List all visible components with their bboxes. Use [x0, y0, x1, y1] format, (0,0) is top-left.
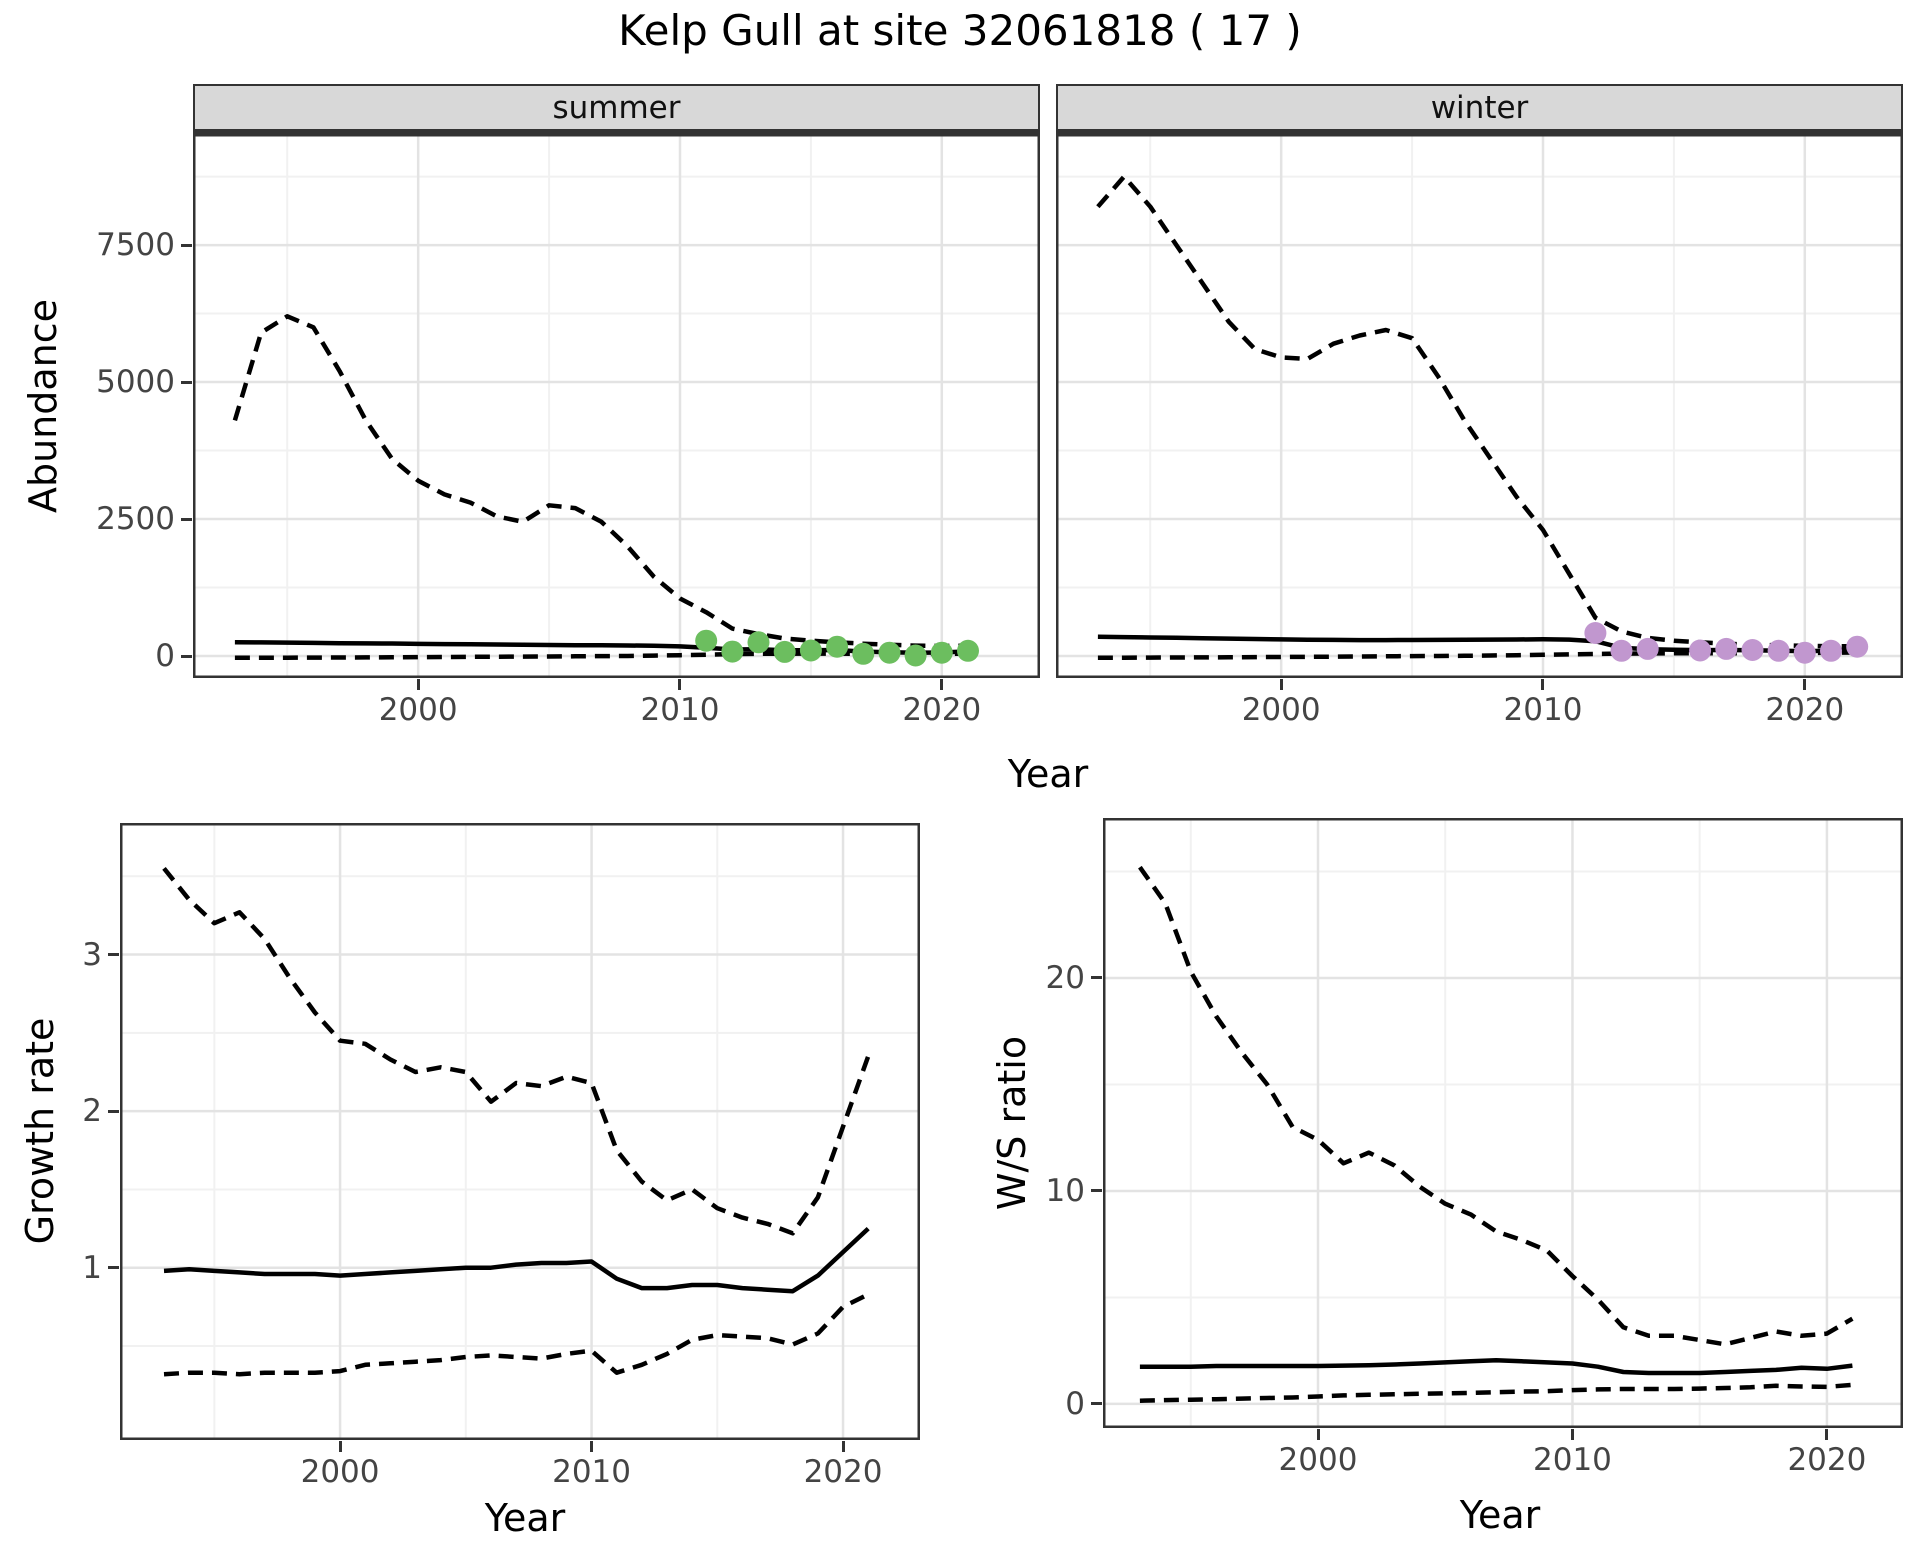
x-tick-label: 2000 — [378, 692, 458, 728]
y-tick-label: 0 — [1065, 1385, 1085, 1422]
x-tick-label: 2000 — [300, 1454, 380, 1490]
panel-border — [1056, 134, 1903, 678]
x-tick-mark — [678, 679, 682, 690]
x-tick-mark — [590, 1441, 594, 1452]
observed-count-point — [1767, 639, 1790, 662]
panel-background — [1056, 134, 1903, 678]
facet-strip-winter: winter — [1056, 84, 1903, 134]
chart-title: Kelp Gull at site 32061818 ( 17 ) — [618, 6, 1302, 55]
observed-count-point — [747, 631, 770, 654]
x-axis-title-year-growth: Year — [484, 1496, 566, 1540]
observed-count-point — [1636, 637, 1659, 660]
observed-count-point — [878, 641, 901, 664]
y-tick-mark — [108, 1109, 119, 1113]
x-tick-mark — [1316, 1429, 1320, 1440]
facet-strip-winter-label: winter — [1430, 89, 1529, 126]
x-tick-mark — [416, 679, 420, 690]
x-tick-mark — [338, 1441, 342, 1452]
y-axis-title-growth-rate: Growth rate — [18, 1017, 62, 1245]
y-tick-label: 1 — [82, 1249, 102, 1286]
y-tick-label: 20 — [1045, 959, 1085, 996]
y-tick-label: 5000 — [96, 364, 175, 401]
y-tick-mark — [181, 654, 192, 658]
y-tick-label: 2 — [82, 1093, 102, 1130]
x-axis-title-year-top: Year — [1007, 752, 1089, 796]
x-tick-label: 2010 — [1533, 1442, 1612, 1478]
observed-count-point — [695, 629, 718, 652]
observed-count-point — [1715, 637, 1738, 660]
observed-count-point — [1793, 641, 1816, 664]
ci-upper-line — [1138, 865, 1854, 1347]
x-tick-mark — [1825, 1429, 1829, 1440]
observed-count-point — [904, 644, 927, 667]
panel-background — [193, 134, 1040, 678]
observed-count-point — [1584, 622, 1607, 644]
x-tick-label: 2010 — [552, 1454, 631, 1490]
observed-count-point — [721, 640, 744, 663]
observed-count-point — [1689, 639, 1712, 662]
x-tick-label: 2020 — [1765, 692, 1845, 728]
x-tick-label: 2000 — [1278, 1442, 1358, 1478]
y-tick-label: 3 — [82, 936, 102, 973]
observed-count-point — [930, 641, 953, 664]
panel-background — [1103, 818, 1903, 1428]
x-tick-mark — [1570, 1429, 1574, 1440]
observed-count-point — [1820, 639, 1842, 662]
observed-count-point — [773, 640, 796, 663]
x-tick-mark — [940, 679, 944, 690]
y-tick-mark — [181, 380, 192, 384]
observed-count-point — [1610, 639, 1633, 662]
y-tick-label: 7500 — [96, 227, 175, 264]
observed-count-point — [799, 639, 822, 662]
x-tick-label: 2010 — [1503, 692, 1583, 728]
x-tick-label: 2020 — [803, 1454, 883, 1490]
facet-strip-summer: summer — [193, 84, 1040, 134]
ci-lower-line — [234, 651, 969, 660]
observed-count-point — [1741, 639, 1764, 661]
median-line — [163, 1226, 870, 1294]
median-line — [1139, 1358, 1853, 1376]
y-tick-label: 0 — [155, 638, 175, 675]
facet-strip-summer-label: summer — [552, 89, 681, 126]
y-tick-mark — [1091, 976, 1102, 980]
panel-border — [120, 823, 920, 1440]
panel-abundance-winter — [1056, 134, 1903, 678]
x-axis-title-year-ws: Year — [1459, 1493, 1541, 1537]
ci-upper-line — [162, 866, 871, 1236]
panel-growth_rate — [120, 823, 920, 1440]
y-tick-mark — [1091, 1189, 1102, 1193]
x-tick-mark — [1803, 679, 1807, 690]
y-tick-mark — [108, 953, 119, 957]
y-tick-label: 10 — [1045, 1172, 1085, 1209]
observed-count-point — [826, 635, 849, 658]
x-tick-label: 2020 — [1787, 1442, 1867, 1478]
y-tick-mark — [108, 1266, 119, 1270]
observed-count-point — [852, 642, 875, 665]
x-tick-mark — [841, 1441, 845, 1452]
y-axis-title-abundance: Abundance — [21, 298, 65, 514]
observed-count-point — [1846, 635, 1869, 658]
panel-border — [1103, 818, 1903, 1428]
panel-ws_ratio — [1103, 818, 1903, 1428]
y-tick-mark — [181, 243, 192, 247]
x-tick-mark — [1279, 679, 1283, 690]
x-tick-label: 2000 — [1241, 692, 1321, 728]
y-tick-mark — [181, 517, 192, 521]
panel-border — [193, 134, 1040, 678]
panel-abundance-summer — [193, 134, 1040, 678]
y-tick-label: 2500 — [96, 501, 175, 538]
ci-lower-line — [163, 1292, 870, 1377]
x-tick-mark — [1541, 679, 1545, 690]
x-tick-label: 2020 — [902, 692, 982, 728]
y-tick-mark — [1091, 1402, 1102, 1406]
observed-count-point — [957, 639, 979, 662]
x-tick-label: 2010 — [640, 692, 720, 728]
